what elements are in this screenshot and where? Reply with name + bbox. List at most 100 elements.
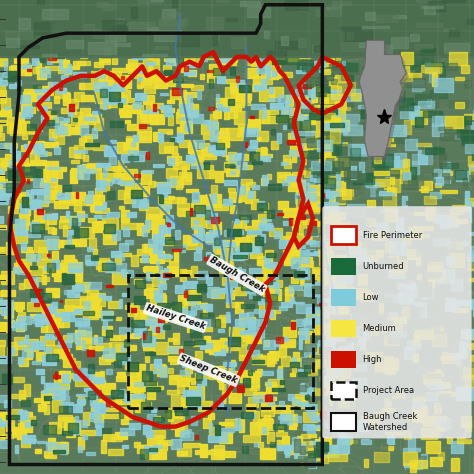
Bar bbox=[144, 401, 151, 405]
Bar bbox=[309, 372, 318, 377]
Bar bbox=[279, 306, 287, 310]
Bar bbox=[249, 52, 260, 61]
Bar bbox=[92, 377, 103, 383]
Bar bbox=[408, 249, 417, 259]
Bar bbox=[217, 317, 225, 327]
Bar bbox=[306, 308, 316, 319]
Bar bbox=[221, 266, 229, 272]
Bar bbox=[416, 253, 420, 264]
Bar bbox=[300, 9, 306, 18]
Bar bbox=[339, 379, 345, 384]
Bar bbox=[127, 376, 132, 387]
Bar bbox=[118, 19, 124, 23]
Bar bbox=[45, 396, 51, 400]
Bar bbox=[154, 342, 168, 354]
Bar bbox=[235, 418, 240, 424]
Bar bbox=[67, 358, 75, 363]
Bar bbox=[26, 422, 31, 427]
Bar bbox=[259, 319, 266, 326]
Bar bbox=[304, 282, 320, 296]
Bar bbox=[253, 392, 265, 396]
Bar bbox=[164, 106, 168, 111]
Bar bbox=[389, 325, 402, 337]
Bar bbox=[9, 160, 16, 167]
Bar bbox=[336, 172, 340, 179]
Bar bbox=[327, 262, 338, 269]
Bar bbox=[173, 161, 189, 169]
Bar bbox=[53, 117, 63, 126]
Bar bbox=[382, 308, 393, 321]
Bar bbox=[77, 400, 85, 404]
Bar bbox=[226, 277, 233, 280]
Bar bbox=[100, 89, 107, 97]
Bar bbox=[134, 71, 148, 78]
Bar bbox=[347, 207, 365, 219]
Bar bbox=[440, 288, 452, 297]
Bar bbox=[71, 192, 85, 200]
Bar bbox=[347, 171, 361, 177]
Bar bbox=[196, 246, 201, 253]
Bar bbox=[22, 435, 35, 443]
Bar bbox=[19, 283, 24, 289]
Bar bbox=[395, 68, 408, 76]
Bar bbox=[137, 33, 143, 37]
Bar bbox=[456, 408, 474, 420]
Bar bbox=[204, 336, 210, 344]
Bar bbox=[298, 456, 308, 468]
Bar bbox=[38, 10, 48, 18]
Bar bbox=[86, 194, 99, 205]
Bar bbox=[388, 329, 406, 343]
Bar bbox=[337, 348, 348, 355]
Bar bbox=[140, 449, 148, 458]
Bar bbox=[0, 298, 2, 308]
Bar bbox=[449, 213, 456, 227]
Bar bbox=[291, 373, 295, 376]
Bar bbox=[406, 201, 415, 204]
Bar bbox=[274, 405, 291, 413]
Bar bbox=[146, 431, 153, 437]
Bar bbox=[94, 62, 103, 67]
Bar bbox=[301, 257, 312, 269]
Bar bbox=[169, 374, 181, 384]
Bar bbox=[262, 116, 277, 123]
Bar bbox=[328, 303, 336, 310]
Bar bbox=[115, 345, 130, 351]
Bar bbox=[200, 194, 206, 204]
Bar bbox=[426, 208, 435, 220]
Bar bbox=[440, 66, 445, 81]
Bar bbox=[275, 290, 280, 295]
Bar bbox=[427, 372, 444, 376]
Bar bbox=[280, 380, 284, 384]
Bar bbox=[142, 225, 149, 232]
Bar bbox=[201, 124, 214, 134]
Bar bbox=[82, 164, 96, 172]
Bar bbox=[276, 115, 288, 122]
Bar bbox=[337, 317, 341, 322]
Bar bbox=[61, 263, 77, 274]
Bar bbox=[0, 55, 7, 66]
Bar bbox=[424, 177, 440, 185]
Bar bbox=[415, 44, 432, 49]
Bar bbox=[0, 216, 3, 223]
Bar bbox=[348, 355, 366, 358]
Bar bbox=[285, 55, 298, 64]
Bar bbox=[235, 237, 249, 250]
Bar bbox=[297, 136, 313, 143]
Bar bbox=[166, 215, 173, 221]
Bar bbox=[254, 392, 264, 398]
Bar bbox=[326, 158, 342, 169]
Bar bbox=[86, 260, 97, 265]
Bar bbox=[331, 218, 341, 228]
Bar bbox=[339, 431, 347, 436]
Bar bbox=[106, 401, 110, 406]
Bar bbox=[234, 1, 244, 14]
Bar bbox=[299, 401, 307, 408]
Bar bbox=[238, 346, 246, 356]
Bar bbox=[177, 447, 191, 456]
Bar bbox=[16, 303, 22, 311]
Bar bbox=[449, 30, 459, 36]
Bar bbox=[363, 395, 380, 405]
Bar bbox=[127, 124, 138, 129]
Bar bbox=[365, 357, 376, 363]
Bar bbox=[302, 153, 307, 165]
